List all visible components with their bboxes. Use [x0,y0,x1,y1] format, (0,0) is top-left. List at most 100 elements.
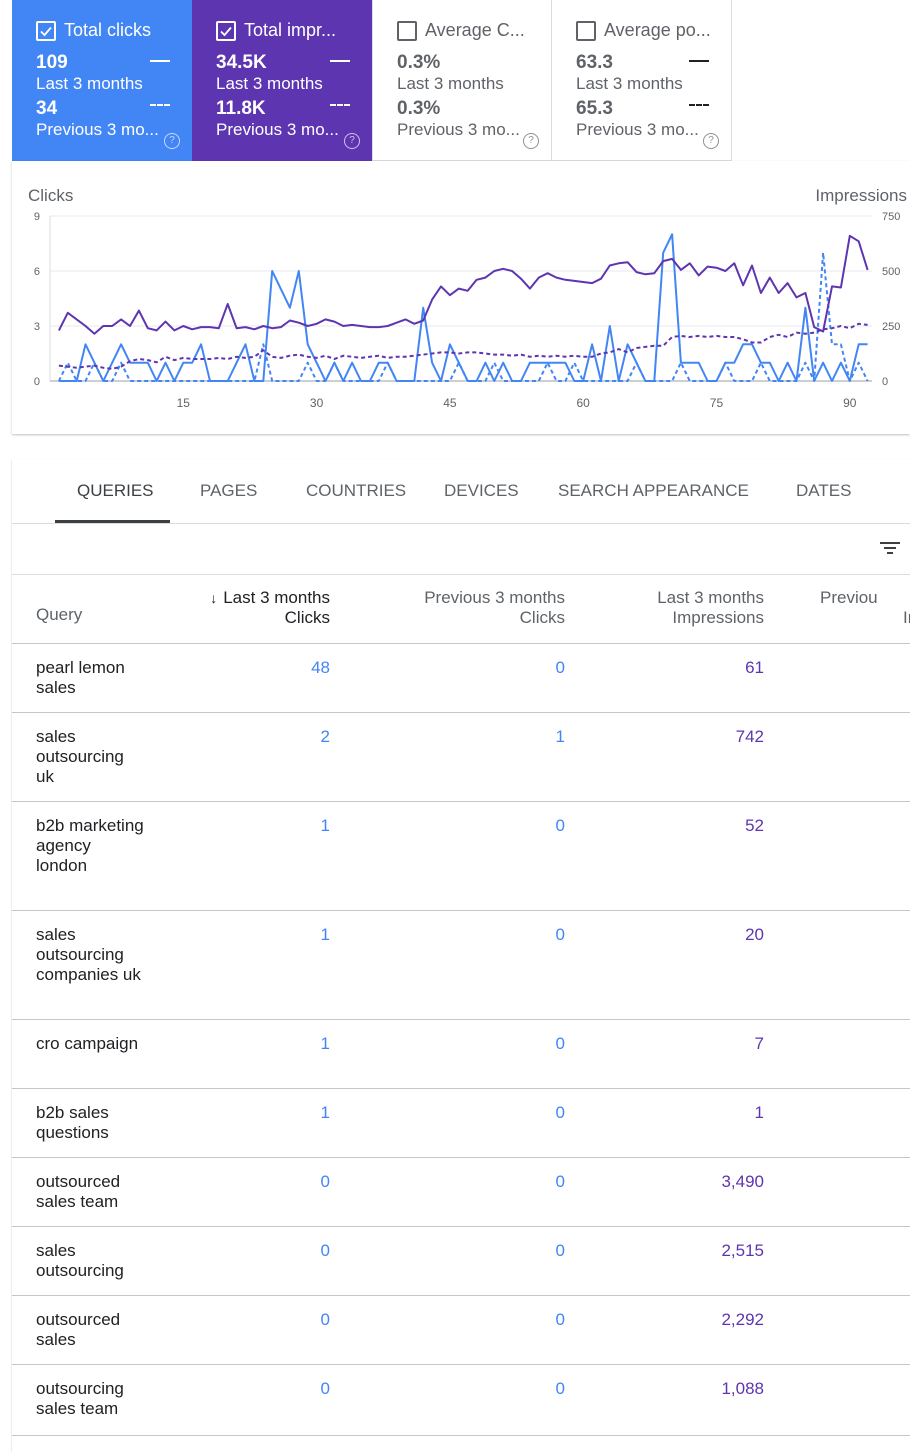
table-row[interactable]: sales outsourcing companies uk 1 0 20 [12,911,910,1020]
clicks-cell: 0 [320,1310,330,1329]
query-cell: b2b sales questions [36,1103,109,1142]
dashed-line-legend-icon [689,104,709,106]
sort-down-arrow-icon: ↓ [210,590,218,606]
prev-clicks-column-header[interactable]: Previous 3 months Clicks [424,588,565,628]
query-cell: sales outsourcing [36,1241,124,1280]
prev-impressions-column-header[interactable]: Previou Im [820,588,910,628]
active-tab-indicator [55,520,170,523]
solid-line-legend-icon [330,60,350,62]
prev-clicks-cell: 0 [555,1310,565,1329]
metric-period: Last 3 months [397,74,504,93]
prev-clicks-cell: 0 [555,925,565,944]
table-row[interactable]: sales outsourcing uk 2 1 742 [12,713,910,802]
table-row[interactable]: pearl lemon sales 48 0 61 [12,644,910,713]
average-ctr-card[interactable]: Average C... 0.3% Last 3 months 0.3% Pre… [372,0,552,161]
average-position-card[interactable]: Average po... 63.3 Last 3 months 65.3 Pr… [552,0,732,161]
series-line-2 [58,234,869,335]
help-icon[interactable]: ? [344,133,360,149]
clicks-cell: 2 [320,727,330,746]
impressions-column-header[interactable]: Last 3 months Impressions [657,588,764,628]
total-impressions-card[interactable]: Total impr... 34.5K Last 3 months 11.8K … [192,0,372,161]
checkbox-checked-icon[interactable] [36,20,56,41]
y-axis-title-left: Clicks [28,186,74,205]
impressions-cell: 1,088 [721,1379,764,1398]
table-row[interactable]: b2b sales questions 1 0 1 [12,1089,910,1158]
dashed-line-legend-icon [150,104,170,106]
prev-clicks-cell: 0 [555,816,565,835]
help-icon[interactable]: ? [523,133,539,149]
query-cell: pearl lemon sales [36,658,125,697]
table-row[interactable]: cro campaign 1 0 7 [12,1020,910,1089]
table-row[interactable]: outsourcing sales team 0 0 1,088 [12,1365,910,1436]
query-cell: outsourced sales [36,1310,121,1349]
y2-tick-label: 0 [882,376,888,388]
metric-prev-value: 11.8K [216,98,266,119]
solid-line-legend-icon [150,60,170,62]
y2-tick-label: 500 [882,266,900,278]
header-line1: Last 3 months [223,588,330,607]
checkbox-unchecked-icon[interactable] [397,20,417,41]
dashed-line-legend-icon [330,104,350,106]
metric-value: 0.3% [397,52,441,73]
checkbox-unchecked-icon[interactable] [576,20,596,41]
y-axis-title-right: Impressions [815,186,907,205]
metric-prev-period: Previous 3 mo... [216,120,339,139]
impressions-cell: 1 [754,1103,764,1122]
total-clicks-card[interactable]: Total clicks 109 Last 3 months 34 Previo… [12,0,192,161]
impressions-cell: 20 [745,925,764,944]
help-icon[interactable]: ? [703,133,719,149]
metric-label: Average C... [425,20,525,40]
filter-icon[interactable] [880,540,900,556]
prev-clicks-cell: 0 [555,1241,565,1260]
metric-period: Last 3 months [36,74,143,93]
query-cell: cro campaign [36,1034,139,1053]
x-tick-label: 90 [843,396,857,410]
checkbox-checked-icon[interactable] [216,20,236,41]
clicks-column-header[interactable]: ↓ Last 3 months Clicks [210,588,330,628]
clicks-cell: 0 [320,1241,330,1260]
table-row[interactable]: outsourced sales 0 0 2,292 [12,1296,910,1365]
tab-pages[interactable]: PAGES [200,481,258,500]
header-line2: Clicks [519,608,565,627]
table-row[interactable]: sales outsourcing 0 0 2,515 [12,1227,910,1296]
metric-label: Average po... [604,20,711,40]
total-impressions-header[interactable]: Total impr... [216,20,336,41]
impressions-cell: 7 [754,1034,764,1053]
x-tick-label: 60 [577,396,591,410]
total-clicks-header[interactable]: Total clicks [36,20,151,41]
metric-prev-period: Previous 3 mo... [576,120,699,139]
query-cell: outsourcing sales team [36,1379,124,1418]
y-tick-label: 6 [34,266,40,278]
average-ctr-header[interactable]: Average C... [397,20,525,41]
results-table-panel: QUERIES PAGES COUNTRIES DEVICES SEARCH A… [12,459,910,1452]
table-row[interactable]: outsourced sales team 0 0 3,490 [12,1158,910,1227]
tab-devices[interactable]: DEVICES [444,481,519,500]
prev-clicks-cell: 1 [555,727,565,746]
series-line-3 [58,322,868,370]
tab-queries[interactable]: QUERIES [77,481,154,500]
y2-tick-label: 250 [882,321,900,333]
table-row[interactable]: b2b marketing agency london 1 0 52 [12,802,910,911]
y-tick-label: 0 [34,376,40,388]
clicks-cell: 1 [320,1034,330,1053]
performance-chart: Clicks Impressions 0 3 6 9 0 250 500 750 15 30 45 6… [12,161,910,434]
x-tick-label: 15 [177,396,191,410]
x-tick-label: 30 [310,396,324,410]
clicks-cell: 1 [320,925,330,944]
average-position-header[interactable]: Average po... [576,20,711,41]
metric-prev-period: Previous 3 mo... [397,120,520,139]
header-line2: Clicks [284,608,330,627]
query-column-header[interactable]: Query [36,605,83,624]
clicks-cell: 0 [320,1379,330,1398]
tab-countries[interactable]: COUNTRIES [306,481,407,500]
metric-cards: Total clicks 109 Last 3 months 34 Previo… [12,0,732,161]
metric-value: 34.5K [216,52,267,73]
tab-search-appearance[interactable]: SEARCH APPEARANCE [558,481,749,500]
metric-prev-value: 65.3 [576,98,613,119]
help-icon[interactable]: ? [164,133,180,149]
impressions-cell: 2,292 [721,1310,764,1329]
header-line1: Previou [820,588,878,607]
impressions-cell: 52 [745,816,764,835]
tab-dates[interactable]: DATES [796,481,852,500]
